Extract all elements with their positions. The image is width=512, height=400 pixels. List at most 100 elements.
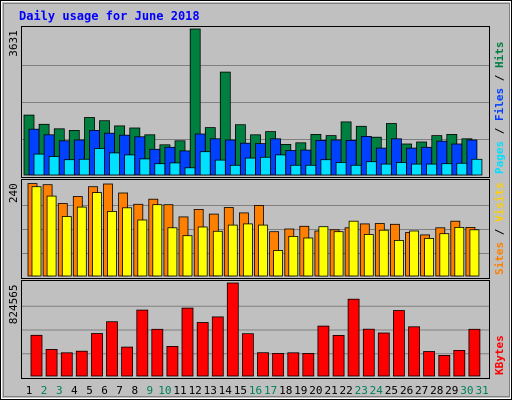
bar-pages-29 <box>456 162 468 176</box>
x-label-day-15: 15 <box>234 384 247 397</box>
bar-pages-24 <box>380 163 392 176</box>
x-label-day-9: 9 <box>146 384 153 397</box>
bar-kbytes-5 <box>91 333 103 377</box>
x-label-day-14: 14 <box>219 384 233 397</box>
bar-kbytes-2 <box>45 348 58 377</box>
bar-sites-17 <box>273 250 284 277</box>
bar-kbytes-20 <box>317 325 330 377</box>
x-label-day-1: 1 <box>26 384 33 397</box>
bar-sites-8 <box>137 219 148 277</box>
bar-sites-16 <box>258 224 268 277</box>
bar-sites-28 <box>439 233 450 277</box>
panel-bottom: 824565 KBytes <box>7 280 506 379</box>
bar-pages-14 <box>229 164 241 176</box>
x-label-day-2: 2 <box>41 384 48 397</box>
x-axis-labels: 1 2 3 4 5 6 7 8 9 10 11 12 13 14 15 16 17 18 19 20 21 22 23 24 2… <box>26 384 489 397</box>
bar-sites-24 <box>378 229 389 277</box>
bar-pages-10 <box>169 162 181 176</box>
bar-pages-4 <box>78 158 90 176</box>
bar-sites-5 <box>92 192 102 277</box>
x-label-day-8: 8 <box>131 384 138 397</box>
x-label-day-17: 17 <box>264 384 277 397</box>
bar-kbytes-18 <box>287 352 300 377</box>
outer-frame-shadow <box>3 3 510 397</box>
panel-middle: 240 Sites / Visits <box>7 179 506 279</box>
bar-pages-1 <box>33 153 45 176</box>
x-label-day-30: 30 <box>460 384 473 397</box>
panels: 3631 Pages / Files / Hits 240 Sites / Visit… <box>7 26 506 379</box>
legend-sites: Sites <box>493 242 506 275</box>
bar-kbytes-1 <box>30 334 43 377</box>
bar-sites-11 <box>182 235 193 277</box>
bar-sites-14 <box>227 224 238 277</box>
bar-sites-26 <box>409 230 420 277</box>
legend-visits: Visits <box>493 182 506 222</box>
bar-sites-4 <box>76 206 87 277</box>
legend-hits: Hits <box>493 42 506 69</box>
x-label-day-23: 23 <box>355 384 368 397</box>
bar-sites-15 <box>242 223 253 277</box>
bar-sites-22 <box>348 220 359 277</box>
bar-kbytes-14 <box>226 282 239 377</box>
bar-pages-8 <box>139 158 151 176</box>
x-label-day-4: 4 <box>71 384 78 397</box>
x-label-day-24: 24 <box>370 384 384 397</box>
right-legend-text-middle: Sites / Visits <box>493 182 506 275</box>
bar-kbytes-6 <box>106 321 118 377</box>
y-max-label: 3631 <box>7 30 20 57</box>
bar-kbytes-12 <box>196 322 209 377</box>
bar-pages-19 <box>305 164 317 176</box>
bar-sites-27 <box>424 237 435 277</box>
bar-sites-20 <box>318 226 329 277</box>
x-label-day-20: 20 <box>309 384 322 397</box>
right-legend-text-top: Pages / Files / Hits <box>493 42 506 175</box>
bar-kbytes-7 <box>121 346 133 377</box>
bar-pages-5 <box>94 148 105 176</box>
bar-sites-10 <box>167 227 178 277</box>
bar-pages-20 <box>320 159 332 176</box>
panel-top: 3631 Pages / Files / Hits <box>7 26 506 178</box>
bar-pages-23 <box>365 161 377 176</box>
bar-kbytes-28 <box>438 354 451 377</box>
bar-sites-21 <box>333 231 344 277</box>
chart-title: Daily usage for June 2018 <box>19 9 200 23</box>
x-label-day-6: 6 <box>101 384 108 397</box>
bar-sites-12 <box>197 226 208 277</box>
bar-pages-6 <box>109 152 120 176</box>
bar-kbytes-30 <box>468 328 481 377</box>
bar-sites-18 <box>288 235 299 277</box>
bar-sites-2 <box>46 195 57 277</box>
x-label-day-12: 12 <box>189 384 202 397</box>
x-label-day-3: 3 <box>56 384 63 397</box>
bar-sites-3 <box>61 216 72 277</box>
bar-pages-30 <box>471 158 483 176</box>
bar-kbytes-17 <box>272 352 285 377</box>
bar-pages-9 <box>154 163 166 176</box>
bar-kbytes-3 <box>60 352 73 377</box>
bar-sites-7 <box>122 207 132 277</box>
x-label-day-21: 21 <box>324 384 337 397</box>
bar-pages-22 <box>350 164 362 176</box>
legend-pages: Pages <box>493 141 506 174</box>
x-label-day-29: 29 <box>445 384 458 397</box>
bar-sites-1 <box>31 186 42 277</box>
x-label-day-27: 27 <box>415 384 428 397</box>
x-label-day-31: 31 <box>475 384 488 397</box>
bar-pages-25 <box>395 162 407 176</box>
bar-kbytes-9 <box>151 328 164 377</box>
x-label-day-22: 22 <box>339 384 352 397</box>
bar-kbytes-23 <box>362 328 375 377</box>
x-label-day-26: 26 <box>400 384 413 397</box>
x-label-day-13: 13 <box>204 384 217 397</box>
bar-pages-26 <box>411 163 423 176</box>
right-legend-text-bottom: KBytes <box>493 335 506 375</box>
bar-pages-13 <box>214 159 226 176</box>
x-label-day-10: 10 <box>158 384 171 397</box>
bar-kbytes-22 <box>347 298 360 377</box>
bar-kbytes-29 <box>453 349 466 377</box>
bar-pages-18 <box>290 164 302 176</box>
x-label-day-16: 16 <box>249 384 262 397</box>
bar-kbytes-8 <box>136 309 149 377</box>
legend-separator: / <box>493 222 506 242</box>
